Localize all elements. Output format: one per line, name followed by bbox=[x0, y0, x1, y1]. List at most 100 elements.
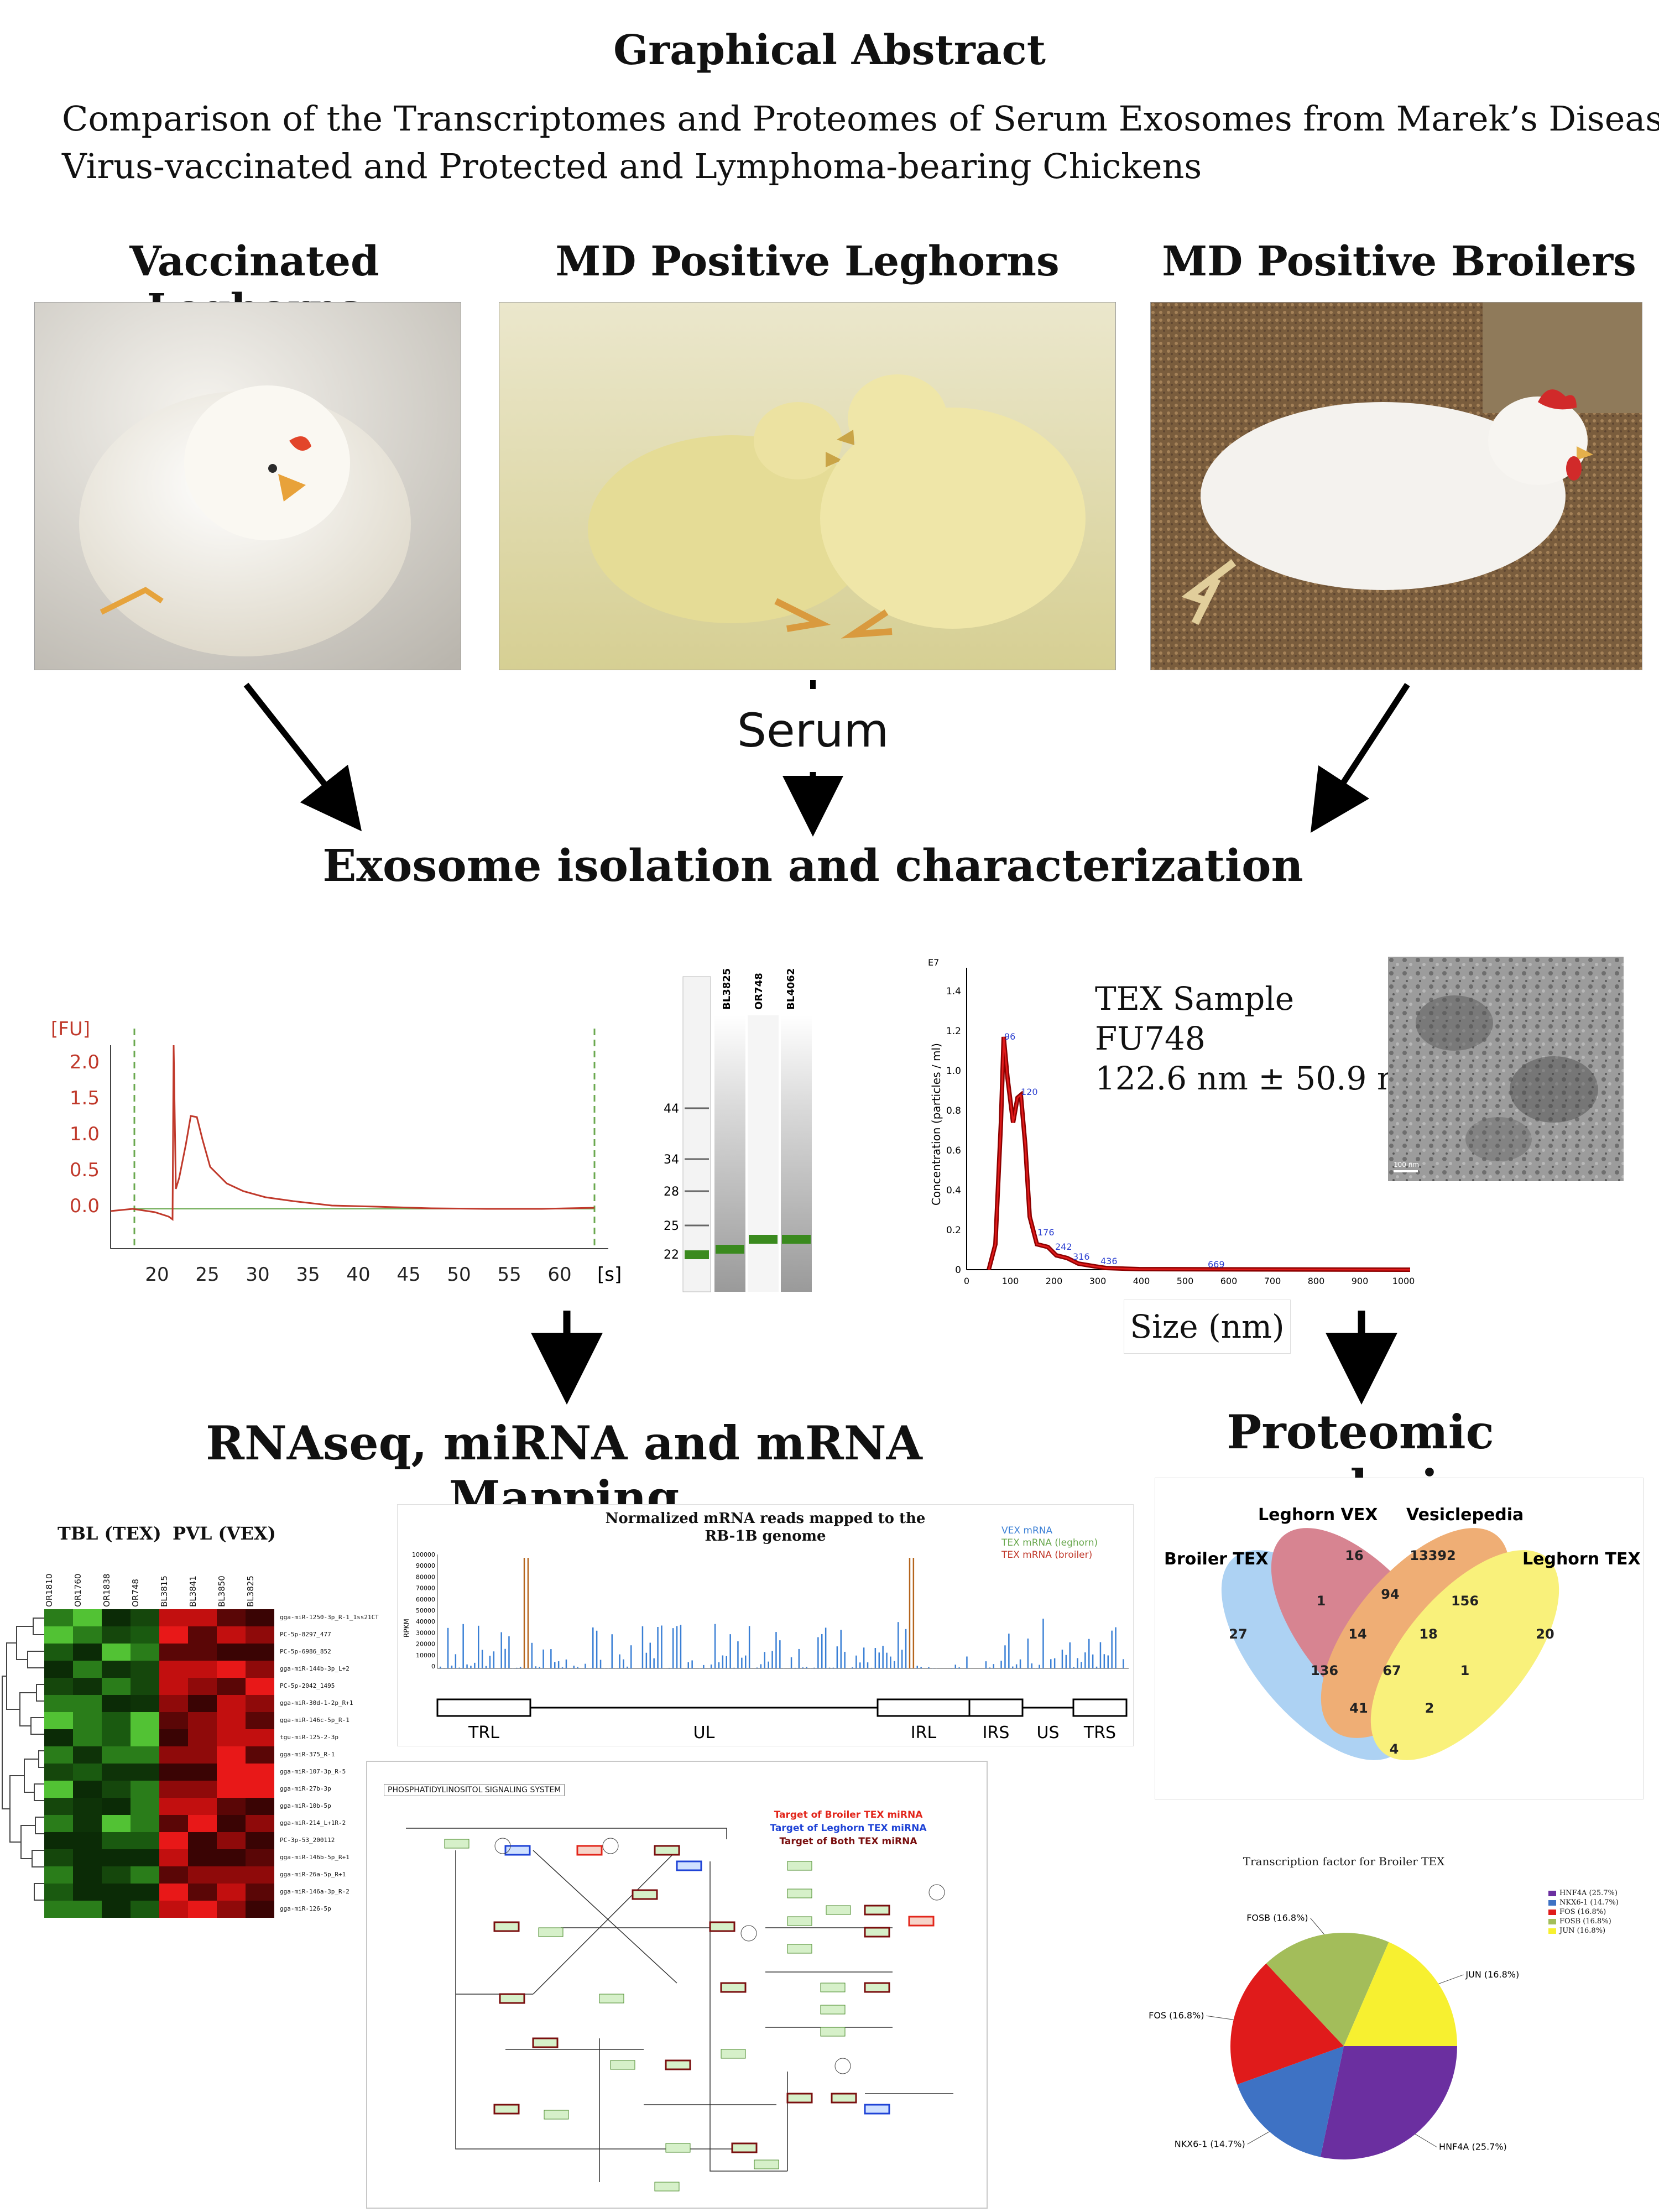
heatmap-cell bbox=[131, 1712, 159, 1729]
genome-bar bbox=[737, 1641, 739, 1668]
x-tick: 55 bbox=[497, 1264, 521, 1286]
heatmap-cell bbox=[217, 1644, 246, 1661]
genome-bar bbox=[1019, 1659, 1021, 1668]
genome-bar bbox=[561, 1667, 564, 1668]
pathway-node bbox=[820, 1983, 846, 1992]
genome-bar bbox=[687, 1662, 689, 1668]
genome-bar bbox=[1039, 1665, 1040, 1668]
heatmap-cell bbox=[73, 1798, 102, 1815]
genome-bar bbox=[481, 1650, 483, 1668]
genome-bar bbox=[676, 1626, 678, 1668]
y-tick: 1.0 bbox=[70, 1123, 100, 1145]
heatmap-row-label: PC-5p-6986_852 bbox=[280, 1648, 331, 1655]
region-irl-box bbox=[877, 1698, 971, 1717]
genome-bar bbox=[840, 1630, 842, 1668]
heatmap-cell bbox=[131, 1609, 159, 1626]
genome-y-tick: 0 bbox=[431, 1663, 435, 1670]
genome-bar bbox=[1027, 1639, 1029, 1668]
region-ul: UL bbox=[693, 1723, 715, 1743]
genome-bar bbox=[565, 1659, 567, 1668]
y-tick: 0 bbox=[955, 1265, 961, 1276]
heatmap-sample-label: OR748 bbox=[131, 1579, 140, 1607]
nta-sample-info: TEX Sample FU748 122.6 nm ± 50.9 nm bbox=[1095, 979, 1428, 1098]
genome-bar bbox=[1103, 1654, 1105, 1668]
genome-bar bbox=[836, 1646, 838, 1668]
x-tick: 50 bbox=[447, 1264, 471, 1286]
genome-bar bbox=[539, 1667, 540, 1668]
genome-bar bbox=[1077, 1658, 1078, 1668]
heatmap-cell bbox=[73, 1712, 102, 1729]
heatmap-cell bbox=[246, 1746, 274, 1764]
pie-legend-swatch bbox=[1548, 1928, 1556, 1934]
nta-y-ticks: 1.4 1.2 1.0 0.8 0.6 0.4 0.2 0 bbox=[946, 986, 961, 1276]
pathway-node bbox=[720, 1982, 747, 1993]
genome-bar bbox=[500, 1632, 502, 1668]
genome-structure bbox=[436, 1698, 1128, 1717]
genome-bar bbox=[554, 1662, 556, 1668]
bioanalyzer-electropherogram: [FU] 2.0 1.5 1.0 0.5 0.0 20 25 30 35 40 … bbox=[51, 1018, 622, 1286]
genome-bar bbox=[1069, 1642, 1071, 1668]
pathway-node bbox=[493, 1921, 520, 1932]
genome-bar bbox=[958, 1667, 960, 1668]
heatmap-cell bbox=[131, 1798, 159, 1815]
genome-bar bbox=[451, 1665, 453, 1668]
genome-bar bbox=[1061, 1650, 1063, 1668]
heatmap-cell bbox=[246, 1712, 274, 1729]
heatmap-cell bbox=[73, 1678, 102, 1695]
md-positive-leghorn-photo bbox=[499, 302, 1116, 670]
heatmap-cell bbox=[44, 1678, 73, 1695]
heatmap-cell bbox=[159, 1661, 188, 1678]
heatmap-row-label: gga-miR-10b-5p bbox=[280, 1802, 331, 1809]
heatmap-cell bbox=[217, 1729, 246, 1746]
pathway-node bbox=[610, 2060, 635, 2070]
x-tick: 0 bbox=[964, 1276, 969, 1286]
heatmap-cell bbox=[217, 1746, 246, 1764]
genome-bar bbox=[748, 1626, 750, 1668]
heatmap-cell bbox=[188, 1695, 217, 1712]
pie-legend: HNF4A (25.7%) NKX6-1 (14.7%) FOS (16.8%) FO… bbox=[1548, 1889, 1619, 1936]
seconds-unit-label: [s] bbox=[597, 1264, 622, 1286]
heatmap-sample-label: OR1838 bbox=[102, 1573, 112, 1607]
pie-label: JUN (16.8%) bbox=[1465, 1969, 1519, 1980]
genome-bar bbox=[817, 1637, 819, 1668]
nta-ylabel: Concentration (particles / ml) bbox=[930, 1043, 943, 1206]
heatmap-cell bbox=[131, 1626, 159, 1644]
y-tick: 0.2 bbox=[946, 1225, 961, 1236]
pie-legend-label: FOSB (16.8%) bbox=[1559, 1917, 1611, 1926]
venn-count: 20 bbox=[1536, 1626, 1554, 1642]
legend-broiler: Target of Broiler TEX miRNA bbox=[774, 1809, 923, 1820]
genome-bar bbox=[577, 1667, 578, 1668]
genome-bar bbox=[1050, 1659, 1052, 1668]
sample-id: FU748 bbox=[1095, 1020, 1206, 1057]
genome-bar bbox=[916, 1666, 918, 1668]
pathway-node bbox=[787, 1944, 812, 1954]
pie-label: FOSB (16.8%) bbox=[1246, 1913, 1308, 1923]
genome-bar bbox=[859, 1662, 861, 1668]
genome-bar bbox=[886, 1652, 888, 1668]
heatmap-cell bbox=[217, 1832, 246, 1849]
x-tick: 300 bbox=[1089, 1276, 1107, 1286]
pie-label: HNF4A (25.7%) bbox=[1439, 2141, 1507, 2152]
pie-legend-item: NKX6-1 (14.7%) bbox=[1548, 1898, 1619, 1907]
heatmap-cell bbox=[159, 1764, 188, 1781]
genome-bar bbox=[722, 1655, 724, 1668]
heatmap-cell bbox=[188, 1609, 217, 1626]
heatmap-cell bbox=[73, 1764, 102, 1781]
pie-legend-item: FOSB (16.8%) bbox=[1548, 1917, 1619, 1926]
venn-label-broiler-tex: Broiler TEX bbox=[1164, 1550, 1269, 1569]
heatmap-cell bbox=[159, 1866, 188, 1884]
genome-bar bbox=[478, 1625, 479, 1668]
paper-title-line2: Virus-vaccinated and Protected and Lymph… bbox=[62, 146, 1202, 186]
vaccinated-leghorn-photo bbox=[34, 302, 461, 670]
venn-count: 136 bbox=[1311, 1663, 1338, 1678]
heatmap-row-labels: gga-miR-1250-3p_R-1_1ss21CT PC-5p-8297_47… bbox=[279, 1609, 387, 1919]
heatmap-cell bbox=[188, 1866, 217, 1884]
genome-bar bbox=[1053, 1658, 1056, 1668]
y-tick: 0.8 bbox=[946, 1105, 961, 1117]
venn-count: 67 bbox=[1383, 1663, 1401, 1678]
nta-peak-labels: 96 120 176 242 316 436 669 bbox=[1004, 1031, 1225, 1270]
genome-bar bbox=[909, 1558, 911, 1668]
genome-bar bbox=[596, 1630, 598, 1668]
genome-y-tick: 40000 bbox=[416, 1618, 435, 1625]
heatmap-row-label: gga-miR-27b-3p bbox=[280, 1785, 331, 1792]
